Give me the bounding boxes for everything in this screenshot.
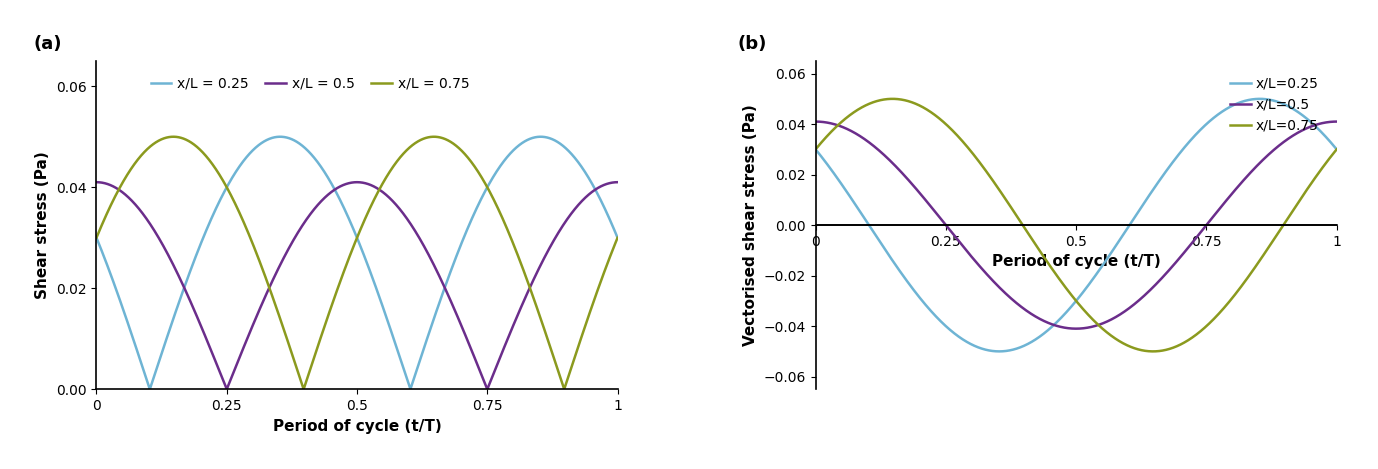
x/L = 0.25 <box>609 235 626 241</box>
x/L = 0.5 <box>147 230 164 236</box>
x/L=0.5 <box>1319 120 1335 125</box>
Line: x/L = 0.75: x/L = 0.75 <box>96 137 617 389</box>
x/L=0.75 <box>1328 146 1345 152</box>
x/L=0.75 <box>885 96 901 102</box>
x/L=0.5 <box>867 144 883 150</box>
x/L = 0.75 <box>609 235 626 241</box>
Line: x/L=0.75: x/L=0.75 <box>816 99 1337 351</box>
x/L=0.25 <box>991 348 1007 354</box>
x/L = 0.25 <box>543 136 559 142</box>
Y-axis label: Shear stress (Pa): Shear stress (Pa) <box>36 151 51 299</box>
x/L=0.75 <box>1145 348 1162 354</box>
x/L=0.75 <box>808 146 824 152</box>
Line: x/L=0.25: x/L=0.25 <box>816 99 1337 351</box>
x/L=0.5 <box>1328 119 1345 124</box>
Line: x/L=0.5: x/L=0.5 <box>816 121 1337 329</box>
x/L = 0.75 <box>288 364 305 370</box>
x/L = 0.25 <box>179 277 196 283</box>
x/L=0.5 <box>897 174 914 180</box>
Text: (b): (b) <box>737 35 766 53</box>
x/L = 0.75 <box>599 260 616 266</box>
x/L=0.5 <box>1007 299 1024 305</box>
x/L = 0.5 <box>543 242 559 248</box>
x/L=0.75 <box>1029 246 1046 251</box>
x/L = 0.25 <box>271 134 288 140</box>
x/L = 0.5 <box>288 232 305 238</box>
Legend: x/L=0.25, x/L=0.5, x/L=0.75: x/L=0.25, x/L=0.5, x/L=0.75 <box>1224 71 1324 138</box>
x/L = 0.25 <box>147 368 164 373</box>
Line: x/L = 0.25: x/L = 0.25 <box>96 137 617 389</box>
x/L=0.75 <box>1262 242 1279 247</box>
x/L = 0.25 <box>142 386 158 392</box>
Text: (a): (a) <box>34 35 62 53</box>
x/L = 0.5 <box>609 179 626 185</box>
x/L = 0.75 <box>88 235 105 241</box>
x/L = 0.25 <box>288 139 305 144</box>
x/L = 0.25 <box>311 161 328 167</box>
Y-axis label: Vectorised shear stress (Pa): Vectorised shear stress (Pa) <box>743 104 758 346</box>
x/L = 0.5 <box>311 201 328 206</box>
x/L=0.75 <box>867 99 883 105</box>
x/L = 0.25 <box>599 212 616 218</box>
x/L=0.75 <box>1319 159 1335 165</box>
x/L=0.25 <box>897 277 914 282</box>
x/L=0.25 <box>1328 146 1345 152</box>
x/L=0.25 <box>867 232 883 237</box>
x/L=0.25 <box>1251 96 1268 102</box>
x/L=0.5 <box>808 119 824 124</box>
x/L = 0.75 <box>310 340 327 346</box>
x/L=0.5 <box>1262 150 1279 156</box>
x/L=0.5 <box>1068 326 1084 332</box>
x/L = 0.5 <box>179 291 196 296</box>
x/L = 0.75 <box>426 134 442 140</box>
X-axis label: Period of cycle (t/T): Period of cycle (t/T) <box>992 254 1160 269</box>
x/L=0.5 <box>1029 315 1046 321</box>
Legend: x/L = 0.25, x/L = 0.5, x/L = 0.75: x/L = 0.25, x/L = 0.5, x/L = 0.75 <box>145 71 475 96</box>
x/L = 0.5 <box>219 386 236 392</box>
x/L=0.25 <box>808 146 824 152</box>
X-axis label: Period of cycle (t/T): Period of cycle (t/T) <box>273 418 441 433</box>
x/L=0.75 <box>1007 212 1024 217</box>
x/L=0.25 <box>1029 335 1046 340</box>
x/L=0.25 <box>1319 135 1335 141</box>
x/L = 0.75 <box>147 139 164 145</box>
x/L=0.75 <box>898 98 915 103</box>
x/L = 0.75 <box>555 386 572 392</box>
x/L = 0.75 <box>179 137 196 143</box>
x/L=0.25 <box>1262 97 1279 103</box>
Line: x/L = 0.5: x/L = 0.5 <box>96 182 617 389</box>
x/L = 0.5 <box>88 179 105 185</box>
x/L=0.25 <box>1007 346 1024 352</box>
x/L = 0.75 <box>543 348 559 353</box>
x/L = 0.25 <box>88 235 105 241</box>
x/L = 0.5 <box>599 181 616 187</box>
